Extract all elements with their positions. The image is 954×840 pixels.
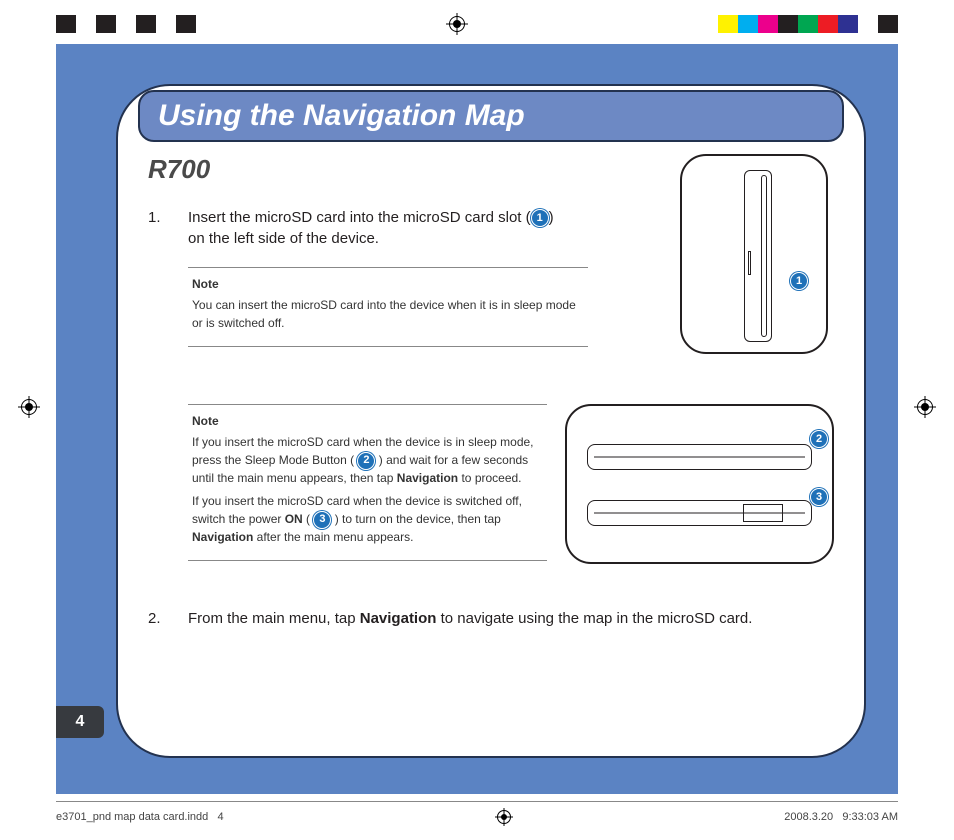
badge-1-inline: 1 xyxy=(531,209,549,227)
page-background: Using the Navigation Map R700 1. Insert … xyxy=(56,44,898,794)
page-number-tab: 4 xyxy=(56,706,104,738)
device-figure-side: 1 xyxy=(680,154,828,354)
content-body: R700 1. Insert the microSD card into the… xyxy=(148,154,834,736)
footer-filename: e3701_pnd map data card.indd xyxy=(56,811,208,823)
device-bottom-edge xyxy=(587,500,812,526)
step-2-number: 2. xyxy=(148,608,172,629)
note2-p2-on: ON xyxy=(285,512,303,526)
step2-b: to navigate using the map in the microSD… xyxy=(436,610,752,627)
row-note2-and-fig2: Note If you insert the microSD card when… xyxy=(148,404,834,564)
note2-p2-b: ( xyxy=(303,512,314,526)
content-frame: Using the Navigation Map R700 1. Insert … xyxy=(116,84,866,758)
register-mark-bottom xyxy=(495,808,513,826)
badge-3-inline: 3 xyxy=(313,511,331,529)
step-2: 2. From the main menu, tap Navigation to… xyxy=(148,608,834,629)
print-footer: e3701_pnd map data card.indd 4 2008.3.20… xyxy=(56,801,898,826)
step2-bold: Navigation xyxy=(360,610,437,627)
note-1-label: Note xyxy=(192,276,584,293)
callout-badge-1: 1 xyxy=(790,272,808,290)
note2-p2-d: after the main menu appears. xyxy=(253,530,413,544)
note2-p2-c: ) to turn on the device, then tap xyxy=(331,512,500,526)
footer-time: 9:33:03 AM xyxy=(842,811,898,823)
page-title: Using the Navigation Map xyxy=(158,99,525,133)
callout-badge-3: 3 xyxy=(810,488,828,506)
note-box-1: Note You can insert the microSD card int… xyxy=(188,267,588,347)
step2-a: From the main menu, tap xyxy=(188,610,360,627)
note-box-2: Note If you insert the microSD card when… xyxy=(188,404,547,561)
device-top-edge xyxy=(587,444,812,470)
step-1-number: 1. xyxy=(148,207,172,249)
title-bar: Using the Navigation Map xyxy=(138,90,844,142)
badge-2-inline: 2 xyxy=(357,452,375,470)
note-2-para-1: If you insert the microSD card when the … xyxy=(192,434,543,487)
note-2-label: Note xyxy=(192,413,543,430)
register-mark-left xyxy=(18,396,40,418)
device-side-outline xyxy=(744,170,772,342)
note2-p1-bold: Navigation xyxy=(397,471,458,485)
note2-p2-nav: Navigation xyxy=(192,530,253,544)
callout-badge-2: 2 xyxy=(810,430,828,448)
step-1-text: Insert the microSD card into the microSD… xyxy=(188,207,568,249)
footer-date: 2008.3.20 xyxy=(784,811,833,823)
note-1-text: You can insert the microSD card into the… xyxy=(192,297,584,332)
register-mark-top xyxy=(446,13,468,35)
step-1: 1. Insert the microSD card into the micr… xyxy=(148,207,568,249)
register-mark-right xyxy=(914,396,936,418)
footer-left: e3701_pnd map data card.indd 4 xyxy=(56,811,224,823)
print-register-row xyxy=(56,10,898,38)
step-2-text: From the main menu, tap Navigation to na… xyxy=(188,608,834,629)
footer-page: 4 xyxy=(217,811,223,823)
swatch-strip-right xyxy=(718,15,898,33)
swatch-strip-left xyxy=(56,15,196,33)
note-2-para-2: If you insert the microSD card when the … xyxy=(192,493,543,546)
footer-right: 2008.3.20 9:33:03 AM xyxy=(784,811,898,823)
device-figure-top-bottom: 2 3 xyxy=(565,404,834,564)
note2-p1-c: to proceed. xyxy=(458,471,521,485)
step-1-text-a: Insert the microSD card into the microSD… xyxy=(188,209,531,226)
